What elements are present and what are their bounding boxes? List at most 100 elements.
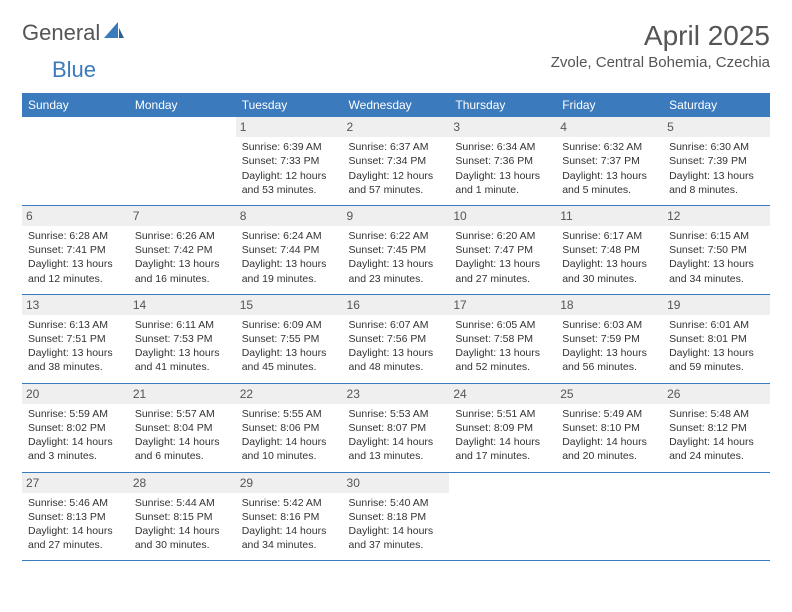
daylight-line: Daylight: 13 hours and 59 minutes. [669, 346, 764, 374]
day-number: 22 [236, 384, 343, 404]
sunset-line: Sunset: 7:48 PM [562, 243, 657, 257]
calendar-cell: 16Sunrise: 6:07 AMSunset: 7:56 PMDayligh… [343, 294, 450, 383]
daylight-line: Daylight: 13 hours and 1 minute. [455, 169, 550, 197]
sunrise-line: Sunrise: 6:32 AM [562, 140, 657, 154]
daylight-line: Daylight: 14 hours and 13 minutes. [349, 435, 444, 463]
sunrise-line: Sunrise: 6:05 AM [455, 318, 550, 332]
daylight-line: Daylight: 14 hours and 34 minutes. [242, 524, 337, 552]
sunset-line: Sunset: 8:18 PM [349, 510, 444, 524]
calendar-cell: 5 Sunrise: 6:30 AMSunset: 7:39 PMDaylight… [663, 117, 770, 205]
calendar-row: 27Sunrise: 5:46 AMSunset: 8:13 PMDayligh… [22, 472, 770, 561]
calendar-cell: 27Sunrise: 5:46 AMSunset: 8:13 PMDayligh… [22, 472, 129, 561]
calendar-cell [556, 472, 663, 561]
day-number: 2 [343, 117, 450, 137]
sunrise-line: Sunrise: 6:01 AM [669, 318, 764, 332]
logo: General [22, 20, 126, 46]
day-number: 24 [449, 384, 556, 404]
sunrise-line: Sunrise: 6:07 AM [349, 318, 444, 332]
sunset-line: Sunset: 8:06 PM [242, 421, 337, 435]
daylight-line: Daylight: 13 hours and 19 minutes. [242, 257, 337, 285]
sunset-line: Sunset: 7:50 PM [669, 243, 764, 257]
calendar-cell: 30Sunrise: 5:40 AMSunset: 8:18 PMDayligh… [343, 472, 450, 561]
daylight-line: Daylight: 14 hours and 30 minutes. [135, 524, 230, 552]
day-number: 7 [129, 206, 236, 226]
calendar-cell: 7Sunrise: 6:26 AMSunset: 7:42 PMDaylight… [129, 205, 236, 294]
calendar-cell: 18Sunrise: 6:03 AMSunset: 7:59 PMDayligh… [556, 294, 663, 383]
day-number: 18 [556, 295, 663, 315]
sunset-line: Sunset: 7:56 PM [349, 332, 444, 346]
calendar-cell: 26Sunrise: 5:48 AMSunset: 8:12 PMDayligh… [663, 383, 770, 472]
calendar-cell: 23Sunrise: 5:53 AMSunset: 8:07 PMDayligh… [343, 383, 450, 472]
daylight-line: Daylight: 14 hours and 3 minutes. [28, 435, 123, 463]
dayname-sun: Sunday [22, 93, 129, 117]
daylight-line: Daylight: 13 hours and 52 minutes. [455, 346, 550, 374]
day-number: 6 [22, 206, 129, 226]
sunset-line: Sunset: 8:15 PM [135, 510, 230, 524]
calendar-cell [449, 472, 556, 561]
sunset-line: Sunset: 7:42 PM [135, 243, 230, 257]
sunrise-line: Sunrise: 6:11 AM [135, 318, 230, 332]
daylight-line: Daylight: 13 hours and 38 minutes. [28, 346, 123, 374]
calendar-cell [663, 472, 770, 561]
calendar-cell: 12Sunrise: 6:15 AMSunset: 7:50 PMDayligh… [663, 205, 770, 294]
daylight-line: Daylight: 13 hours and 12 minutes. [28, 257, 123, 285]
calendar-cell: 4 Sunrise: 6:32 AMSunset: 7:37 PMDaylight… [556, 117, 663, 205]
dayname-wed: Wednesday [343, 93, 450, 117]
sunset-line: Sunset: 7:51 PM [28, 332, 123, 346]
calendar-table: Sunday Monday Tuesday Wednesday Thursday… [22, 93, 770, 561]
day-number: 23 [343, 384, 450, 404]
day-number: 1 [236, 117, 343, 137]
sunrise-line: Sunrise: 6:20 AM [455, 229, 550, 243]
calendar-row: 6Sunrise: 6:28 AMSunset: 7:41 PMDaylight… [22, 205, 770, 294]
day-number: 5 [663, 117, 770, 137]
sunset-line: Sunset: 8:16 PM [242, 510, 337, 524]
daylight-line: Daylight: 13 hours and 41 minutes. [135, 346, 230, 374]
calendar-row: 13Sunrise: 6:13 AMSunset: 7:51 PMDayligh… [22, 294, 770, 383]
daylight-line: Daylight: 13 hours and 8 minutes. [669, 169, 764, 197]
sunrise-line: Sunrise: 6:30 AM [669, 140, 764, 154]
day-number: 25 [556, 384, 663, 404]
day-number: 15 [236, 295, 343, 315]
calendar-cell: 22Sunrise: 5:55 AMSunset: 8:06 PMDayligh… [236, 383, 343, 472]
day-number: 9 [343, 206, 450, 226]
sunset-line: Sunset: 7:53 PM [135, 332, 230, 346]
sunset-line: Sunset: 7:47 PM [455, 243, 550, 257]
sunrise-line: Sunrise: 5:44 AM [135, 496, 230, 510]
sunset-line: Sunset: 8:02 PM [28, 421, 123, 435]
calendar-cell: 25Sunrise: 5:49 AMSunset: 8:10 PMDayligh… [556, 383, 663, 472]
logo-text-1: General [22, 20, 100, 46]
sunset-line: Sunset: 8:04 PM [135, 421, 230, 435]
sunset-line: Sunset: 7:39 PM [669, 154, 764, 168]
calendar-cell: 28Sunrise: 5:44 AMSunset: 8:15 PMDayligh… [129, 472, 236, 561]
sunrise-line: Sunrise: 6:13 AM [28, 318, 123, 332]
dayname-thu: Thursday [449, 93, 556, 117]
daylight-line: Daylight: 13 hours and 34 minutes. [669, 257, 764, 285]
sunrise-line: Sunrise: 5:42 AM [242, 496, 337, 510]
daylight-line: Daylight: 13 hours and 30 minutes. [562, 257, 657, 285]
sunrise-line: Sunrise: 6:03 AM [562, 318, 657, 332]
sunset-line: Sunset: 7:55 PM [242, 332, 337, 346]
calendar-cell: 14Sunrise: 6:11 AMSunset: 7:53 PMDayligh… [129, 294, 236, 383]
daylight-line: Daylight: 13 hours and 23 minutes. [349, 257, 444, 285]
calendar-cell: 20Sunrise: 5:59 AMSunset: 8:02 PMDayligh… [22, 383, 129, 472]
sunset-line: Sunset: 7:44 PM [242, 243, 337, 257]
calendar-cell: 8Sunrise: 6:24 AMSunset: 7:44 PMDaylight… [236, 205, 343, 294]
day-number: 17 [449, 295, 556, 315]
sunset-line: Sunset: 7:59 PM [562, 332, 657, 346]
calendar-cell: 29 Sunrise: 5:42 AMSunset: 8:16 PMDayligh… [236, 472, 343, 561]
day-number: 11 [556, 206, 663, 226]
daylight-line: Daylight: 14 hours and 20 minutes. [562, 435, 657, 463]
daylight-line: Daylight: 13 hours and 16 minutes. [135, 257, 230, 285]
calendar-row: 20Sunrise: 5:59 AMSunset: 8:02 PMDayligh… [22, 383, 770, 472]
daylight-line: Daylight: 13 hours and 48 minutes. [349, 346, 444, 374]
sunrise-line: Sunrise: 5:57 AM [135, 407, 230, 421]
calendar-cell: 9Sunrise: 6:22 AMSunset: 7:45 PMDaylight… [343, 205, 450, 294]
day-number: 4 [556, 117, 663, 137]
sunset-line: Sunset: 7:37 PM [562, 154, 657, 168]
dayname-row: Sunday Monday Tuesday Wednesday Thursday… [22, 93, 770, 117]
day-number: 29 [236, 473, 343, 493]
sunrise-line: Sunrise: 5:40 AM [349, 496, 444, 510]
daylight-line: Daylight: 13 hours and 5 minutes. [562, 169, 657, 197]
logo-text-2: Blue [52, 57, 96, 83]
calendar-cell: 3Sunrise: 6:34 AMSunset: 7:36 PMDaylight… [449, 117, 556, 205]
